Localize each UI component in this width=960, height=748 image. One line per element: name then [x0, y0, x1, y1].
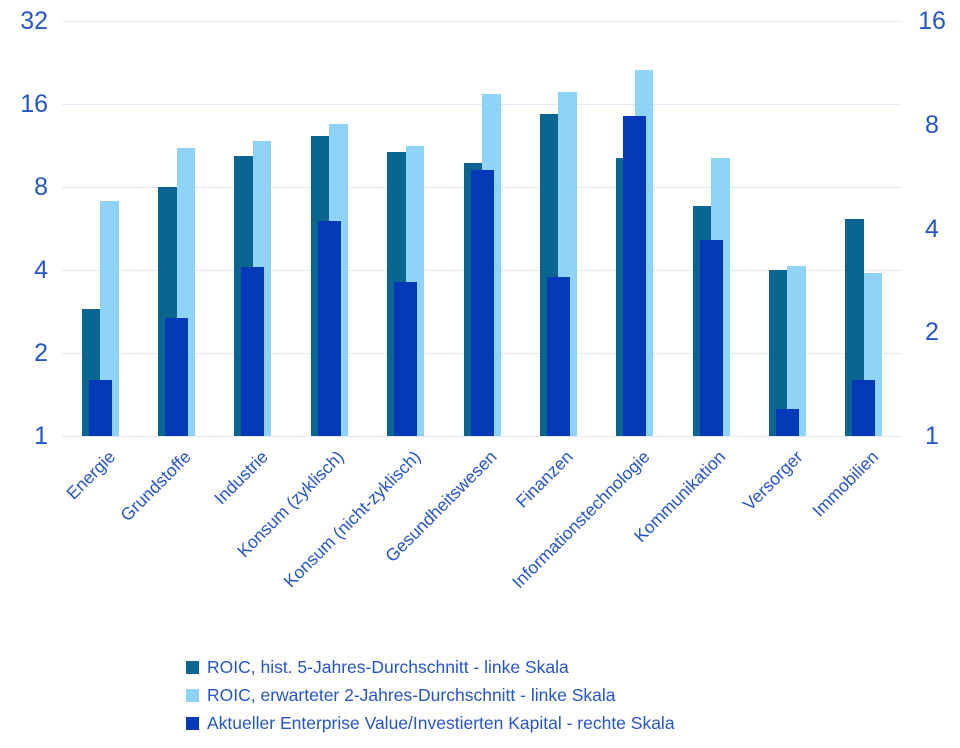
- bar-konsum-nicht-zyklisch-: [394, 281, 418, 436]
- y-tick-left-2: 2: [34, 339, 48, 367]
- y-tick-right-1: 1: [925, 422, 939, 450]
- bar-informationstechnologie: [623, 115, 647, 436]
- bar-grundstoffe: [165, 317, 189, 436]
- y-tick-left-4: 4: [34, 256, 48, 284]
- y-tick-left-8: 8: [34, 173, 48, 201]
- legend-label-roic-hist: ROIC, hist. 5-Jahres-Durchschnitt - link…: [207, 656, 569, 677]
- x-label-informationstechnologie: Informationstechnologie: [507, 446, 654, 593]
- bar-industrie: [241, 266, 265, 436]
- x-label-versorger: Versorger: [738, 446, 807, 515]
- y-tick-right-8: 8: [925, 110, 939, 139]
- y-tick-right-4: 4: [925, 214, 939, 243]
- bar-konsum-zyklisch-: [317, 221, 341, 436]
- legend-item-roic-hist: ROIC, hist. 5-Jahres-Durchschnitt - link…: [186, 653, 675, 681]
- x-label-konsum-nicht-zyklisch-: Konsum (nicht-zyklisch): [279, 446, 425, 592]
- y-tick-right-16: 16: [918, 7, 946, 35]
- x-label-industrie: Industrie: [210, 446, 272, 509]
- bar-energie: [88, 380, 112, 436]
- bar-kommunikation: [699, 240, 723, 436]
- x-label-energie: Energie: [62, 446, 119, 504]
- bar-gesundheitswesen: [470, 170, 494, 436]
- bar-versorger: [787, 265, 806, 436]
- x-label-finanzen: Finanzen: [512, 446, 578, 512]
- legend: ROIC, hist. 5-Jahres-Durchschnitt - link…: [186, 653, 675, 737]
- bar-versorger: [768, 270, 788, 436]
- y-tick-left-32: 32: [20, 7, 48, 35]
- y-tick-left-1: 1: [34, 422, 48, 450]
- legend-swatch-ev-ic: [186, 716, 199, 730]
- gridline-1: [62, 435, 902, 437]
- gridline-32: [62, 20, 902, 22]
- legend-item-roic-expected: ROIC, erwarteter 2-Jahres-Durchschnitt -…: [186, 681, 675, 709]
- bar-versorger: [775, 408, 799, 436]
- x-label-grundstoffe: Grundstoffe: [116, 446, 196, 526]
- legend-swatch-roic-expected: [186, 688, 199, 702]
- legend-label-ev-ic: Aktueller Enterprise Value/Investierten …: [207, 712, 675, 733]
- legend-swatch-roic-hist: [186, 660, 199, 674]
- y-tick-right-2: 2: [925, 318, 939, 347]
- legend-label-roic-expected: ROIC, erwarteter 2-Jahres-Durchschnitt -…: [207, 684, 616, 705]
- bar-immobilien: [852, 380, 876, 436]
- legend-item-ev-ic: Aktueller Enterprise Value/Investierten …: [186, 709, 675, 737]
- x-label-immobilien: Immobilien: [808, 446, 883, 521]
- y-tick-left-16: 16: [20, 90, 48, 118]
- bar-energie: [100, 201, 119, 436]
- bar-finanzen: [546, 276, 570, 436]
